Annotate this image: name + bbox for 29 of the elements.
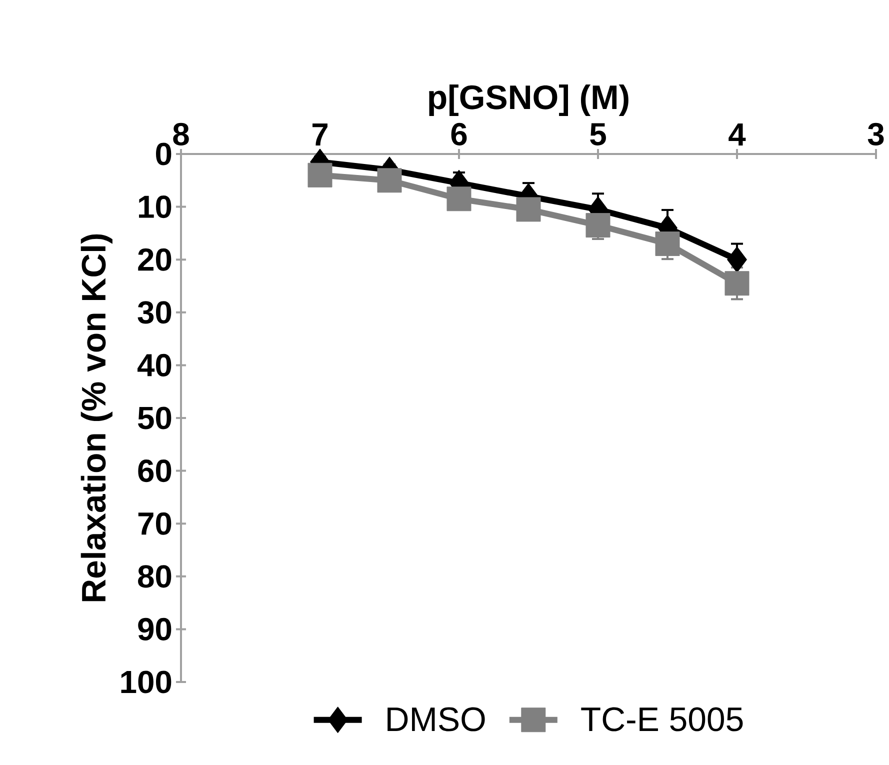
y-tick-label: 100 bbox=[121, 670, 172, 694]
x-axis-title: p[GSNO] (M) bbox=[429, 84, 628, 116]
x-tick-label: 5 bbox=[590, 123, 606, 146]
point bbox=[308, 162, 332, 188]
y-axis-title: Relaxation (% von KCl) bbox=[80, 234, 112, 602]
point bbox=[655, 232, 680, 256]
y-tick-label: 80 bbox=[138, 565, 172, 588]
y-tick-label: 90 bbox=[138, 618, 172, 640]
point bbox=[446, 186, 472, 212]
point bbox=[586, 213, 610, 238]
x-tick-label: 7 bbox=[312, 124, 328, 146]
y-tick-label: 40 bbox=[137, 354, 172, 376]
x-tick-label: 8 bbox=[173, 122, 189, 146]
point bbox=[377, 168, 402, 193]
point bbox=[516, 197, 541, 222]
x-tick-label: 6 bbox=[451, 122, 467, 146]
point bbox=[724, 271, 750, 296]
y-tick-label: 60 bbox=[138, 460, 172, 482]
point bbox=[726, 246, 747, 273]
y-tick-label: 10 bbox=[139, 196, 172, 218]
legend-label: TC-E 5005 bbox=[581, 707, 743, 732]
y-tick-label: 70 bbox=[138, 512, 172, 535]
y-tick-label: 20 bbox=[138, 248, 172, 271]
y-tick-label: 0 bbox=[156, 142, 172, 166]
x-tick-label: 4 bbox=[728, 124, 746, 146]
y-tick-label: 30 bbox=[138, 301, 172, 324]
legend-label: DMSO bbox=[388, 707, 485, 732]
y-tick-label: 50 bbox=[138, 406, 172, 430]
x-tick-label: 3 bbox=[868, 122, 884, 146]
